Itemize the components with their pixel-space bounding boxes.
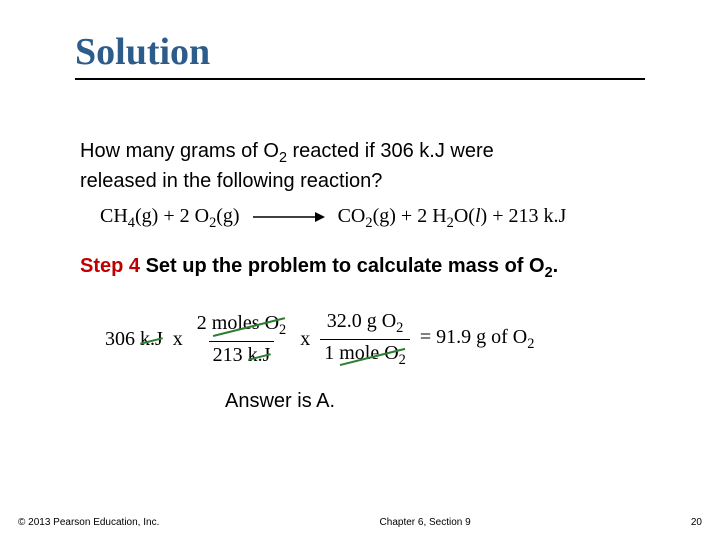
answer-text: Answer is A. — [225, 390, 335, 413]
question-line1a: How many grams of O — [80, 140, 279, 162]
calc-den2-a: 1 — [324, 342, 339, 364]
footer-right: 20 — [691, 517, 702, 528]
eqn-plus2: + 2 H — [396, 205, 447, 227]
calc-frac2-den: 1 mole O2 — [320, 339, 410, 369]
eqn-plus3: + 213 k.J — [487, 205, 566, 227]
question-text: How many grams of O2 reacted if 306 k.J … — [80, 138, 494, 194]
eqn-co2-state: (g) — [373, 205, 396, 227]
eqn-h2o-sub: 2 — [447, 215, 454, 231]
calc-a-unit-strike: k.J — [140, 328, 163, 351]
calc-num2-sub: 2 — [396, 320, 403, 336]
calc-num1-a: 2 — [197, 312, 212, 334]
eqn-o2-state: (g) — [216, 205, 239, 227]
calc-row: 306 k.J x 2 moles O2 213 k.J x 32.0 g O2… — [105, 310, 534, 369]
calc-frac2: 32.0 g O2 1 mole O2 — [320, 310, 410, 369]
calc-frac1: 2 moles O2 213 k.J — [193, 312, 290, 367]
calc-a: 306 — [105, 328, 140, 350]
eqn-h2o: O( — [454, 205, 475, 227]
calc-term1: 306 k.J — [105, 328, 163, 351]
eqn-co2: CO — [338, 205, 366, 227]
calc-den1-unit-strike: k.J — [248, 344, 271, 367]
footer-left: © 2013 Pearson Education, Inc. — [18, 517, 159, 528]
calc-result: = 91.9 g of O2 — [420, 326, 535, 353]
question-line1b: reacted if 306 k.J were — [287, 140, 494, 162]
arrow-icon — [253, 206, 325, 229]
calculation: 306 k.J x 2 moles O2 213 k.J x 32.0 g O2… — [105, 310, 534, 369]
question-line2: released in the following reaction? — [80, 170, 382, 192]
calc-times2: x — [300, 328, 310, 351]
calc-frac2-num: 32.0 g O2 — [323, 310, 408, 339]
calc-num1-sub: 2 — [279, 322, 286, 338]
title-underline — [75, 78, 645, 80]
step-text-sub: 2 — [545, 265, 553, 281]
footer-center: Chapter 6, Section 9 — [380, 517, 471, 528]
calc-eq: = 91.9 g of O — [420, 326, 527, 348]
calc-den2-sub: 2 — [399, 352, 406, 368]
calc-num2-a: 32.0 g O — [327, 310, 396, 332]
step-line: Step 4 Set up the problem to calculate m… — [80, 255, 558, 281]
eqn-ch4: CH — [100, 205, 128, 227]
step-text-b: . — [553, 255, 559, 277]
eqn-co2-sub: 2 — [365, 215, 372, 231]
question-sub1: 2 — [279, 150, 287, 166]
eqn-plus1: + 2 O — [158, 205, 209, 227]
eqn-ch4-sub: 4 — [128, 215, 135, 231]
slide-footer: © 2013 Pearson Education, Inc. Chapter 6… — [0, 517, 720, 528]
reaction-equation: CH4(g) + 2 O2(g) CO2(g) + 2 H2O(l) + 213… — [100, 205, 566, 232]
slide-title: Solution — [75, 30, 210, 74]
eqn-ch4-state: (g) — [135, 205, 158, 227]
calc-num1-unit-strike: moles O2 — [212, 312, 286, 339]
calc-frac1-num: 2 moles O2 — [193, 312, 290, 341]
step-text-a: Set up the problem to calculate mass of … — [140, 255, 545, 277]
step-label: Step 4 — [80, 255, 140, 277]
calc-den2-unit-strike: mole O2 — [339, 342, 406, 369]
calc-frac1-den: 213 k.J — [209, 341, 275, 367]
calc-den1-a: 213 — [213, 344, 248, 366]
calc-eq-sub: 2 — [527, 336, 534, 352]
calc-times1: x — [173, 328, 183, 351]
